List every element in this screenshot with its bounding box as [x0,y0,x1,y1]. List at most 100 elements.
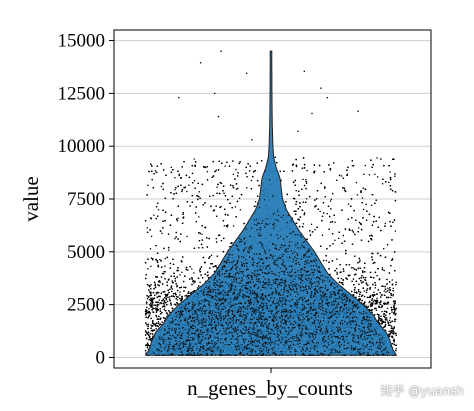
data-point [153,304,155,307]
data-point [174,237,176,240]
data-point [174,188,176,191]
data-point [179,274,181,276]
data-point [356,194,359,196]
data-point [201,233,203,236]
data-point [171,288,174,290]
data-point [193,158,195,160]
data-point [220,205,222,208]
data-point [149,247,152,250]
data-point [384,324,387,326]
data-point [363,290,366,292]
data-point [155,311,158,313]
data-point [199,281,201,284]
data-point [232,225,235,227]
data-point [314,228,316,231]
data-point [146,306,148,309]
data-point [383,269,385,272]
data-point [147,184,149,187]
data-point [179,294,181,296]
data-point [235,188,238,190]
data-point [239,208,242,211]
data-point [226,226,229,228]
data-point [310,223,313,225]
data-point [306,169,308,172]
data-point [389,317,391,319]
data-point [216,186,218,188]
data-point [381,310,383,313]
data-point [181,271,183,274]
data-point [147,267,149,270]
data-point [380,315,382,317]
data-point [157,301,160,304]
data-point [150,257,153,259]
data-point [146,227,148,229]
data-point [373,291,375,293]
data-point [325,259,328,262]
data-point [151,303,154,305]
data-point [366,287,369,290]
data-point [391,311,393,313]
data-point [305,197,308,200]
data-point [153,214,155,216]
data-point [334,239,336,241]
data-point [329,200,332,202]
data-point [376,297,378,299]
data-point [346,173,349,175]
data-point [177,217,179,219]
data-point [355,181,358,184]
data-point [369,288,371,291]
data-point [232,173,235,176]
data-point [150,235,153,238]
data-point [193,282,195,284]
data-point [319,210,321,213]
data-point [372,295,375,298]
data-point [234,206,237,208]
data-point [370,234,373,236]
data-point [179,291,181,293]
data-point [188,184,190,186]
data-point [335,267,338,270]
data-point [220,182,223,185]
data-point [330,198,333,201]
data-point [161,272,164,275]
data-point [186,235,188,238]
data-point [193,272,195,274]
data-point [388,181,390,184]
data-point [350,266,353,269]
data-point [392,295,394,297]
data-point [238,197,241,200]
data-point [352,164,355,167]
data-point [198,269,201,272]
data-point [363,173,365,175]
data-point [340,175,343,177]
data-point [390,296,392,299]
data-point [164,257,167,260]
data-point [215,237,218,240]
data-point [295,189,297,192]
data-point [358,295,360,298]
data-point [246,187,248,189]
data-point [171,280,174,282]
data-point [250,179,253,182]
data-point [170,166,173,169]
data-point [388,291,391,294]
data-point [381,183,384,185]
data-point [158,299,161,301]
data-point [374,173,376,176]
data-point [146,297,149,300]
data-point [302,222,305,225]
data-point [349,274,351,277]
data-point [145,302,148,305]
data-point [198,190,200,193]
data-point [206,170,209,173]
data-point [235,168,237,171]
data-point [326,212,328,215]
data-point [169,295,171,298]
data-point [159,258,161,261]
data-point [302,178,304,181]
data-point [383,290,386,292]
data-point [362,208,365,211]
data-point [150,306,152,309]
data-point [163,305,165,308]
